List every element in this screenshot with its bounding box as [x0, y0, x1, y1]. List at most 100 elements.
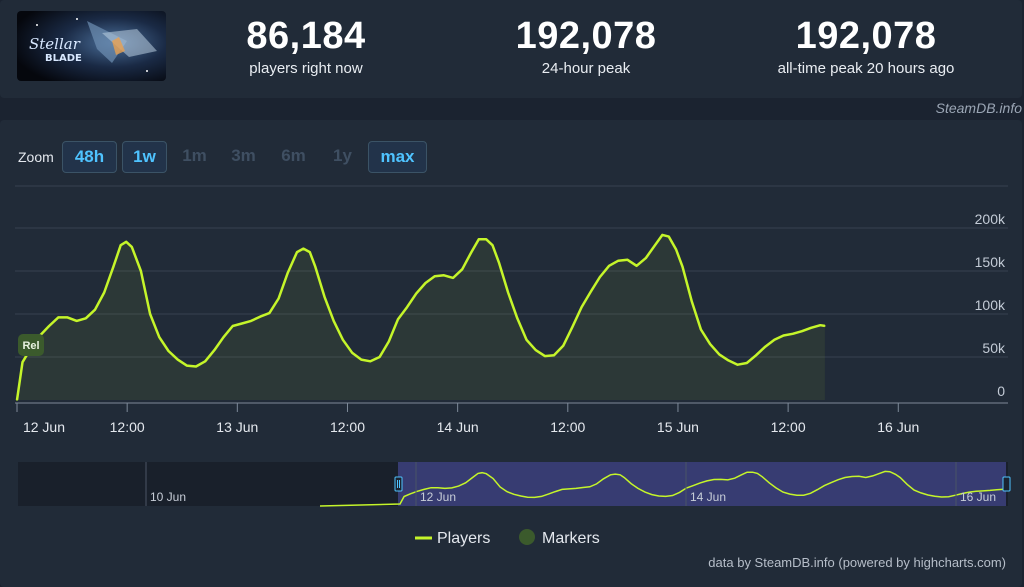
stat-24h-peak: 192,078 24-hour peak	[486, 15, 686, 79]
x-axis-ticks: 12 Jun 12:00 13 Jun 12:00 14 Jun 12:00 15 Jun 1…	[16, 403, 919, 435]
data-point	[296, 251, 298, 253]
x-tick-label: 12:00	[110, 419, 145, 435]
data-point	[668, 235, 670, 238]
navigator-tick-label: 12 Jun	[420, 490, 456, 504]
x-tick-label: 16 Jun	[877, 419, 919, 435]
data-point	[378, 356, 381, 358]
data-point	[259, 315, 262, 318]
data-point	[654, 244, 656, 246]
x-tick-label: 15 Jun	[657, 419, 699, 435]
peak24-value: 192,078	[515, 15, 657, 57]
data-point	[167, 350, 170, 352]
data-point	[681, 265, 684, 268]
players-series-line[interactable]	[15, 233, 825, 401]
data-point	[553, 354, 555, 357]
data-point	[433, 275, 436, 277]
data-point	[571, 326, 574, 328]
data-point	[801, 330, 803, 332]
data-point	[424, 282, 427, 284]
alltime-peak-label: all-time peak 20 hours ago	[777, 60, 955, 77]
data-point	[608, 265, 610, 267]
release-marker-label: Rel	[22, 340, 39, 352]
data-point	[21, 361, 24, 363]
legend-markers-label[interactable]: Markers	[542, 530, 600, 547]
data-point	[222, 336, 225, 338]
stats-bar: Stellar BLADE 86,184 players right now 1…	[0, 0, 1022, 98]
data-point	[119, 244, 122, 246]
data-point	[764, 345, 766, 348]
data-point	[617, 259, 620, 262]
navigator[interactable]: 10 Jun 12 Jun 14 Jun 16 Jun	[18, 462, 1011, 507]
navigator-tick-label: 14 Jun	[690, 490, 726, 504]
data-point	[746, 362, 748, 364]
data-point	[369, 360, 372, 363]
data-point	[700, 328, 702, 331]
data-point	[562, 345, 564, 347]
players-data-points	[16, 234, 826, 401]
data-point	[736, 363, 739, 366]
data-point	[718, 353, 721, 356]
zoom-1w-button[interactable]: 1w	[122, 141, 167, 173]
legend-markers-swatch	[519, 529, 535, 545]
data-point	[277, 297, 280, 300]
game-logo-text: Stellar	[29, 35, 81, 53]
data-point	[478, 238, 480, 240]
data-point	[661, 234, 664, 236]
data-point	[360, 358, 363, 361]
navigator-right-handle[interactable]	[1002, 476, 1011, 492]
x-tick-label: 13 Jun	[216, 419, 258, 435]
data-point	[485, 238, 487, 240]
data-point	[690, 300, 693, 302]
navigator-tick-label: 10 Jun	[150, 490, 186, 504]
zoom-1y-button[interactable]: 1y	[333, 146, 352, 165]
data-point	[525, 339, 528, 341]
release-marker-badge[interactable]	[18, 334, 44, 356]
data-point	[590, 290, 592, 293]
current-players-value: 86,184	[246, 15, 366, 57]
data-point	[323, 296, 326, 298]
data-point	[388, 340, 390, 343]
zoom-48h-button[interactable]: 48h	[62, 141, 117, 173]
alltime-peak-value: 192,078	[795, 15, 937, 57]
data-point	[75, 320, 78, 322]
data-point	[397, 318, 399, 320]
stat-alltime-peak: 192,078 all-time peak 20 hours ago	[746, 15, 986, 79]
peak24-label: 24-hour peak	[541, 60, 631, 77]
data-point	[48, 325, 50, 327]
data-point	[302, 247, 305, 250]
data-point	[791, 333, 794, 335]
data-point	[16, 399, 18, 401]
x-tick-label: 14 Jun	[437, 419, 479, 435]
data-point	[94, 308, 96, 311]
footer-credit[interactable]: data by SteamDB.info (powered by highcha…	[708, 555, 1006, 570]
svg-text:BLADE: BLADE	[45, 53, 82, 64]
data-point	[332, 320, 335, 322]
release-marker[interactable]: Rel	[18, 334, 44, 356]
data-point	[709, 343, 711, 345]
zoom-6m-button[interactable]: 6m	[281, 146, 306, 165]
zoom-max-button[interactable]: max	[368, 141, 427, 173]
navigator-tick-label: 16 Jun	[960, 490, 996, 504]
game-thumbnail[interactable]: Stellar BLADE	[17, 11, 166, 81]
data-point	[176, 358, 179, 361]
x-tick-label: 12 Jun	[23, 419, 65, 435]
data-point	[309, 251, 311, 253]
navigator-selection[interactable]	[398, 462, 1006, 506]
data-point	[507, 291, 509, 294]
zoom-1m-button[interactable]: 1m	[182, 146, 207, 165]
current-players-label: players right now	[249, 60, 363, 77]
data-point	[103, 291, 105, 294]
steamdb-brand[interactable]: SteamDB.info	[935, 100, 1022, 116]
data-point	[534, 349, 537, 351]
data-point	[268, 312, 271, 314]
zoom-3m-button[interactable]: 3m	[231, 146, 256, 165]
legend-players-label[interactable]: Players	[437, 530, 490, 547]
data-point	[125, 241, 127, 243]
data-point	[452, 277, 454, 279]
data-point	[186, 364, 188, 367]
y-tick-label: 100k	[975, 297, 1006, 313]
players-area	[17, 234, 825, 400]
navigator-left-handle[interactable]	[394, 476, 403, 492]
data-point	[149, 313, 151, 315]
